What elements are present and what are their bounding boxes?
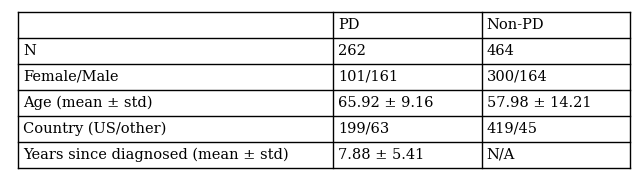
Text: 464: 464	[487, 44, 515, 58]
Text: 7.88 ± 5.41: 7.88 ± 5.41	[338, 148, 424, 162]
Text: Years since diagnosed (mean ± std): Years since diagnosed (mean ± std)	[23, 148, 289, 162]
Text: 199/63: 199/63	[338, 122, 389, 136]
Text: Non-PD: Non-PD	[487, 18, 545, 32]
Text: N: N	[23, 44, 36, 58]
Text: Age (mean ± std): Age (mean ± std)	[23, 96, 152, 110]
Text: 300/164: 300/164	[487, 70, 548, 84]
Text: 65.92 ± 9.16: 65.92 ± 9.16	[338, 96, 433, 110]
Text: 57.98 ± 14.21: 57.98 ± 14.21	[487, 96, 591, 110]
Text: 101/161: 101/161	[338, 70, 398, 84]
Text: 262: 262	[338, 44, 366, 58]
Text: PD: PD	[338, 18, 360, 32]
Text: N/A: N/A	[487, 148, 515, 162]
Text: 419/45: 419/45	[487, 122, 538, 136]
Text: Female/Male: Female/Male	[23, 70, 118, 84]
Text: Country (US/other): Country (US/other)	[23, 122, 166, 136]
